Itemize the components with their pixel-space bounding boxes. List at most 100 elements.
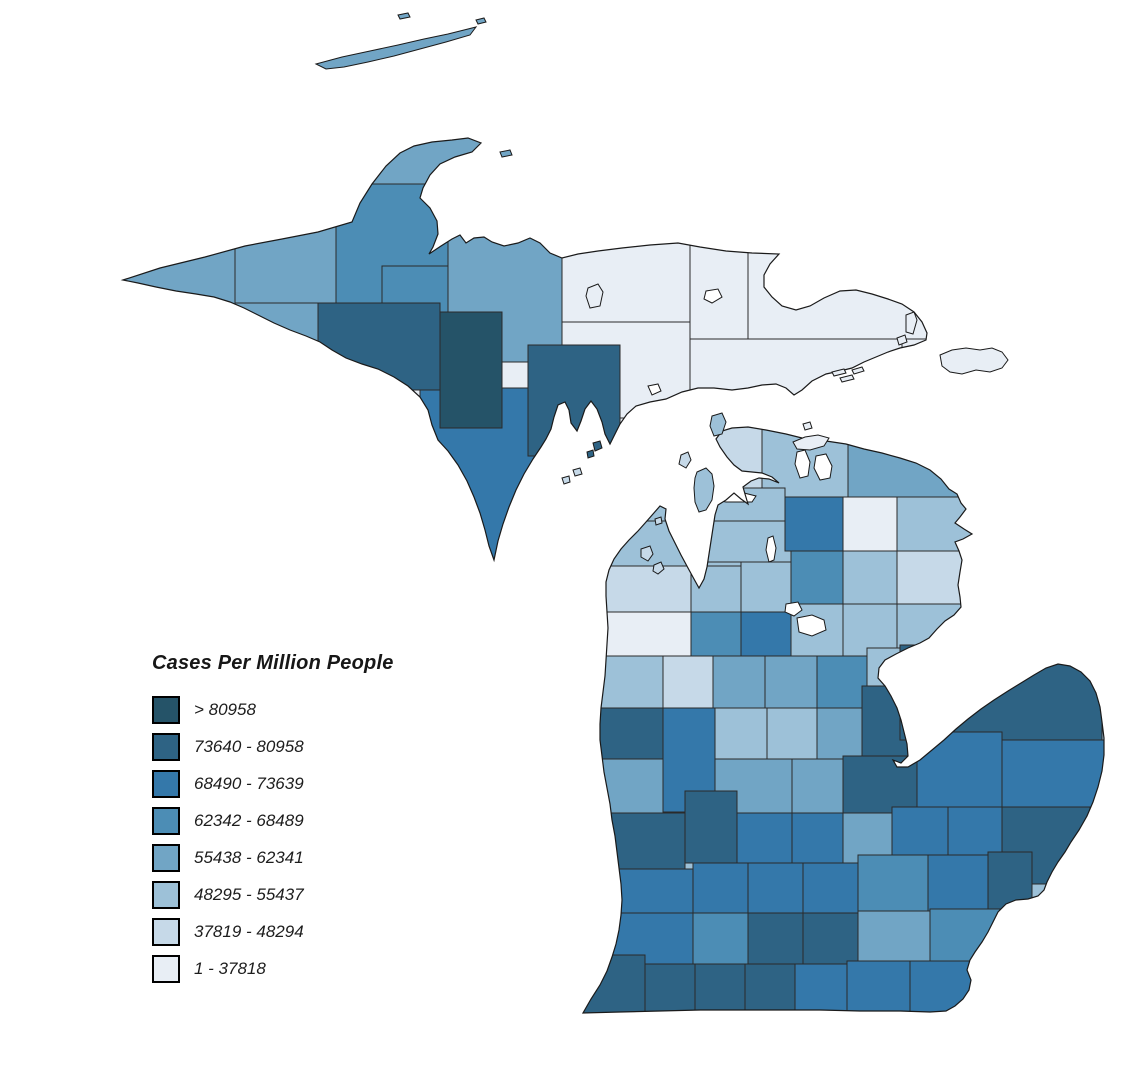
legend-label: > 80958 [194,700,256,719]
legend-swatch [152,770,180,798]
county-monroe [909,960,993,1013]
county-keweenaw [335,138,509,185]
county-ottawa [593,812,686,870]
county-mackinac [689,338,903,413]
island-north-manitou [640,545,654,562]
county-kalamazoo [692,912,749,965]
county-alger [554,217,691,323]
island-rock-island [561,475,571,485]
lake-manistique-lakes [703,288,723,304]
county-ionia [736,812,793,864]
legend-swatch [152,844,180,872]
county-antrim [690,520,792,563]
county-oscoda [842,550,898,605]
county-manistee [597,611,692,657]
county-kent [684,790,738,864]
county-oceana [593,707,664,760]
lake-indian-lake [647,383,662,396]
legend-title: Cases Per Million People [152,652,394,674]
island-summer-island [592,440,603,452]
county-gratiot [791,758,844,814]
county-saginaw [842,755,918,814]
county-eaton [747,862,804,914]
county-osceola [712,655,766,709]
lp-coastline [581,426,1105,1014]
island-beaver-island [693,467,715,513]
up-coastline [120,137,928,563]
county-clinton [791,812,844,864]
legend-swatch [152,696,180,724]
island-les-cheneaux-1 [831,368,847,377]
county-berrien [583,954,646,1013]
county-wexford [690,611,742,657]
legend-swatch [152,881,180,909]
county-montmorency [842,496,898,552]
county-crawford [790,550,844,605]
county-jackson [802,912,859,965]
county-iron [317,302,441,391]
legend-label: 68490 - 73639 [194,774,304,793]
county-luce [689,217,749,340]
island-st-martin-island [572,467,583,477]
county-allegan [593,868,694,914]
county-hillsdale [794,963,848,1013]
island-poverty-island [586,449,595,459]
legend-items: > 80958 73640 - 80958 68490 - 73639 62342 -… [152,696,482,983]
legend-item: > 80958 [152,696,482,724]
legend-swatch [152,807,180,835]
county-benzie [597,565,692,613]
county-wayne [929,908,1006,970]
legend-label: 37819 - 48294 [194,922,304,941]
island-drummond-island [939,347,1009,375]
county-presque-isle [847,437,981,500]
county-gladwin [816,655,868,709]
legend-item: 1 - 37818 [152,955,482,983]
county-livingston [857,854,929,914]
legend-item: 55438 - 62341 [152,844,482,872]
legend-label: 48295 - 55437 [194,885,304,904]
county-ingham [802,862,859,914]
legend-item: 73640 - 80958 [152,733,482,761]
county-barry [692,862,749,914]
county-mecosta [714,707,768,760]
county-genesee [891,806,949,864]
legend-item: 62342 - 68489 [152,807,482,835]
county-st-joseph [694,963,746,1013]
legend-item: 37819 - 48294 [152,918,482,946]
county-oakland [927,854,989,914]
county-missaukee [740,611,792,657]
legend-label: 62342 - 68489 [194,811,304,830]
lake-mullett-lake [813,453,833,481]
county-chippewa [747,217,927,340]
legend-swatch [152,733,180,761]
county-dickinson [439,311,503,429]
lake-houghton-lake [796,614,827,637]
county-clare [764,655,818,709]
county-delta [527,344,621,457]
legend-label: 1 - 37818 [194,959,266,978]
lower-peninsula [583,427,1104,1013]
county-isabella [766,707,818,760]
island-fox-island [654,516,663,526]
county-otsego [784,496,844,552]
island-isle-royale [314,26,478,70]
legend-label: 73640 - 80958 [194,737,304,756]
island-south-manitou [652,561,665,575]
island-les-cheneaux-3 [851,366,865,375]
county-sanilac [1001,739,1104,808]
island-manitou-island-kew [499,149,513,158]
legend-label: 55438 - 62341 [194,848,304,867]
island-garden-island [709,412,727,437]
legend: Cases Per Million People > 80958 73640 - … [152,650,482,992]
county-kalkaska [740,561,792,613]
county-branch [744,963,796,1013]
island-high-island [678,451,692,469]
county-tuscola [916,731,1003,808]
county-alcona [896,550,983,605]
legend-item: 68490 - 73639 [152,770,482,798]
county-lake [662,655,714,709]
island-bois-blanc [792,434,830,451]
county-washtenaw [857,910,931,965]
lake-torch-lake [765,535,777,563]
